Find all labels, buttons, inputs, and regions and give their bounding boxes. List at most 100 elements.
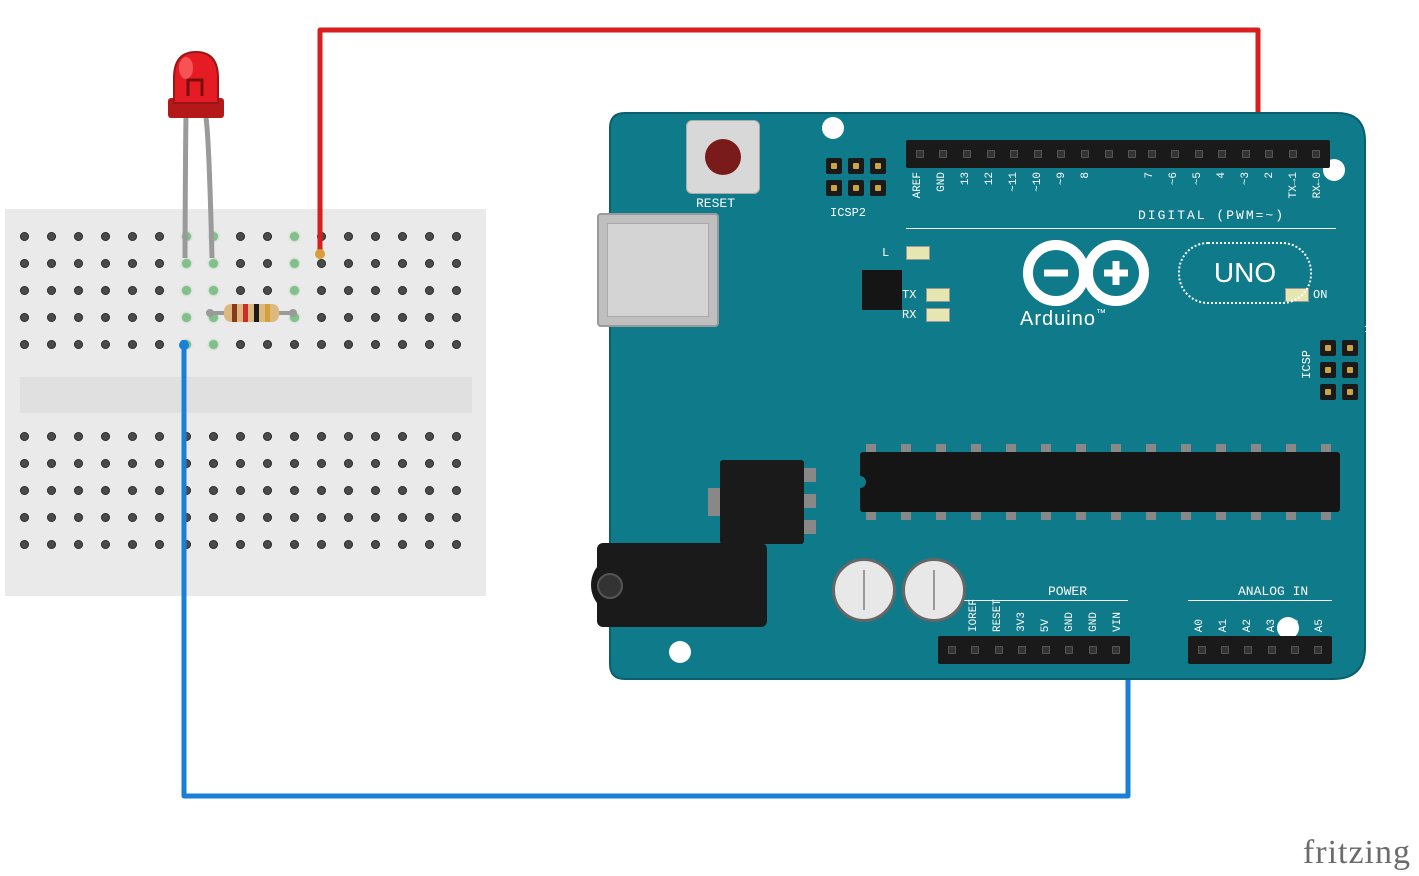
resistor-band <box>265 304 270 322</box>
icsp-label: ICSP <box>1300 350 1314 379</box>
voltage-regulator <box>720 460 804 544</box>
mounting-hole <box>822 117 844 139</box>
divider-line <box>1188 600 1332 601</box>
resistor-band <box>243 304 248 322</box>
pin-hole <box>995 646 1003 654</box>
pin-hole <box>1244 646 1252 654</box>
pin-hole <box>939 150 947 158</box>
usb-port <box>597 213 719 327</box>
pin-hole <box>1148 150 1156 158</box>
led-label: RX <box>902 308 916 322</box>
pin-hole <box>1312 150 1320 158</box>
resistor-band <box>232 304 237 322</box>
pin-hole <box>971 646 979 654</box>
pin-label: ~9 <box>1056 172 1068 185</box>
status-led <box>926 288 950 302</box>
icsp-pin <box>826 180 842 196</box>
arduino-uno-board: RESETAREFGND1312~11~10~987~6~54~32TX→1RX… <box>610 105 1370 687</box>
pin-label: RESET <box>992 599 1004 632</box>
pin-hole <box>1042 646 1050 654</box>
pin-hole <box>1089 646 1097 654</box>
icsp-pin <box>1320 340 1336 356</box>
small-chip <box>862 270 902 310</box>
mounting-hole <box>669 641 691 663</box>
capacitor <box>832 558 896 622</box>
reset-label: RESET <box>696 196 735 211</box>
led-label: L <box>882 246 889 260</box>
pin-hole <box>1018 646 1026 654</box>
resistor-pad <box>289 309 297 317</box>
resistor-band <box>254 304 259 322</box>
reset-button[interactable] <box>686 120 760 194</box>
pin-hole <box>963 150 971 158</box>
pin-label: VIN <box>1112 612 1124 632</box>
pin-hole <box>1268 646 1276 654</box>
icsp-pin <box>1320 362 1336 378</box>
icsp-pin1-label: 1 <box>1364 324 1371 336</box>
icsp-pin <box>870 158 886 174</box>
pin-label: ~6 <box>1168 172 1180 185</box>
atmega-chip <box>860 452 1340 512</box>
digital-header-left <box>906 140 1146 168</box>
power-label: POWER <box>1048 584 1087 599</box>
pin-label: A5 <box>1314 619 1326 632</box>
analog-label: ANALOG IN <box>1238 584 1308 599</box>
pin-hole <box>1081 150 1089 158</box>
fritzing-diagram: fritzing RESETAREFGND1312~11~10~987~6~54… <box>0 0 1419 876</box>
divider-line <box>906 228 1336 229</box>
pin-label: GND <box>1088 612 1100 632</box>
pin-hole <box>1065 646 1073 654</box>
digital-header-right <box>1138 140 1330 168</box>
pin-hole <box>1265 150 1273 158</box>
barrel-jack <box>597 543 767 627</box>
pin-label: A2 <box>1242 619 1254 632</box>
pin-label: 2 <box>1264 172 1276 179</box>
pin-label: ~5 <box>1192 172 1204 185</box>
icsp-pin <box>848 158 864 174</box>
pin-label: RX←0 <box>1312 172 1324 198</box>
pin-label: IOREF <box>968 599 980 632</box>
pin-label: A1 <box>1218 619 1230 632</box>
digital-label: DIGITAL (PWM=~) <box>1138 208 1285 223</box>
capacitor <box>902 558 966 622</box>
icsp-pin <box>1342 362 1358 378</box>
pin-label: ~3 <box>1240 172 1252 185</box>
pin-label: 7 <box>1144 172 1156 179</box>
pin-label: TX→1 <box>1288 172 1300 198</box>
pin-hole <box>948 646 956 654</box>
pin-label: A3 <box>1266 619 1278 632</box>
pin-hole <box>1105 150 1113 158</box>
icsp-pin <box>848 180 864 196</box>
pin-hole <box>1112 646 1120 654</box>
pin-label: 3V3 <box>1016 612 1028 632</box>
led-label: TX <box>902 288 916 302</box>
pin-label: 8 <box>1080 172 1092 179</box>
status-led <box>906 246 930 260</box>
pin-hole <box>1291 646 1299 654</box>
pin-hole <box>1195 150 1203 158</box>
pin-hole <box>987 150 995 158</box>
analog-header <box>1188 636 1332 664</box>
pin-hole <box>1198 646 1206 654</box>
pin-hole <box>1128 150 1136 158</box>
icsp-pin <box>1320 384 1336 400</box>
icsp2-header <box>826 158 888 198</box>
pin-label: 4 <box>1216 172 1228 179</box>
power-header <box>938 636 1130 664</box>
icsp-pin <box>826 158 842 174</box>
icsp-label: ICSP2 <box>830 206 866 220</box>
icsp-pin <box>870 180 886 196</box>
icsp-pin <box>1342 340 1358 356</box>
pin-label: 12 <box>984 172 996 185</box>
pin-label: ~10 <box>1032 172 1044 192</box>
pin-label: 13 <box>960 172 972 185</box>
pin-hole <box>1218 150 1226 158</box>
pin-hole <box>1221 646 1229 654</box>
resistor-pad <box>206 309 214 317</box>
pin-hole <box>1057 150 1065 158</box>
pin-hole <box>916 150 924 158</box>
pin-label: A4 <box>1290 619 1302 632</box>
arduino-logo: UNO Arduino™ <box>1020 240 1340 330</box>
divider-line <box>938 600 1128 601</box>
pin-hole <box>1242 150 1250 158</box>
